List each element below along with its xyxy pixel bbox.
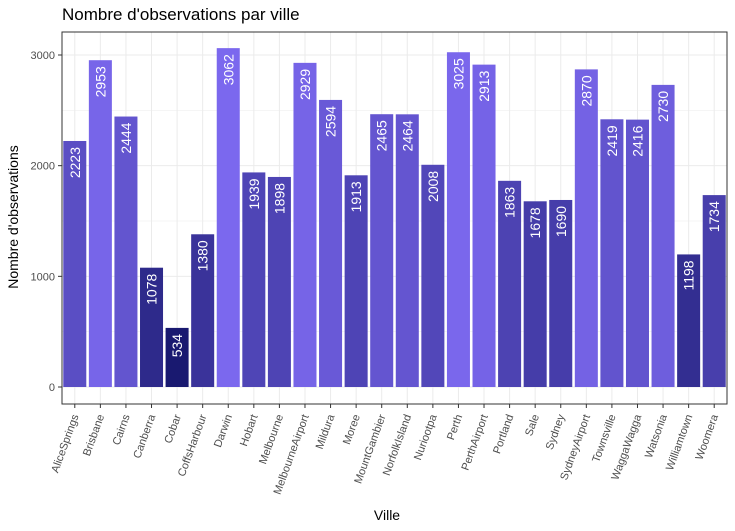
x-tick-label-Portland: Portland (491, 413, 516, 456)
bar-NorfolkIsland (395, 114, 419, 388)
data-label-Brisbane: 2953 (92, 66, 108, 97)
bar-Canberra (140, 267, 164, 387)
bar-Williamtown (677, 254, 701, 387)
x-tick-label-PerthAirport: PerthAirport (459, 413, 490, 472)
data-label-Mildura: 2594 (323, 106, 339, 137)
bar-Portland (498, 180, 522, 387)
bar-PerthAirport (472, 64, 496, 388)
bars (63, 48, 726, 388)
x-axis-title: Ville (374, 507, 400, 523)
y-tick-label: 3000 (31, 50, 55, 62)
bar-SydneyAirport (574, 69, 598, 388)
x-tick-label-Canberra: Canberra (131, 412, 158, 460)
data-label-Canberra: 1078 (144, 273, 160, 304)
x-tick-label-Hobart: Hobart (238, 413, 261, 448)
data-label-Portland: 1863 (502, 187, 518, 218)
bar-Woomera (702, 195, 726, 387)
data-label-Moree: 1913 (348, 181, 364, 212)
x-tick-label-Watsonia: Watsonia (643, 412, 670, 460)
bar-AliceSprings (63, 140, 87, 387)
bar-MelbourneAirport (293, 62, 317, 388)
y-tick-label: 2000 (31, 161, 55, 173)
bar-Sydney (549, 199, 573, 387)
data-label-MountGambier: 2465 (374, 120, 390, 151)
bar-Melbourne (267, 176, 291, 387)
x-tick-label-Melbourne: Melbourne (257, 413, 286, 466)
x-tick-label-Moree: Moree (341, 413, 363, 446)
bar-Darwin (216, 48, 240, 387)
data-label-PerthAirport: 2913 (476, 70, 492, 101)
data-label-SydneyAirport: 2870 (578, 75, 594, 106)
data-label-Cobar: 534 (169, 334, 185, 358)
bar-Moree (344, 175, 368, 387)
x-tick-label-Townsville: Townsville (590, 413, 618, 464)
x-tick-label-Williamtown: Williamtown (664, 413, 695, 472)
bar-Perth (446, 52, 470, 387)
data-label-MelbourneAirport: 2929 (297, 69, 313, 100)
bar-WaggaWagga (625, 119, 649, 387)
x-tick-label-Nuriootpa: Nuriootpa (412, 412, 440, 462)
bar-CoffsHarbour (191, 234, 215, 387)
bar-Cairns (114, 116, 138, 387)
y-axis: 0 1000 2000 3000 (31, 50, 62, 394)
data-label-Sale: 1678 (527, 207, 543, 238)
x-tick-label-Mildura: Mildura (314, 412, 338, 451)
x-tick-label-Darwin: Darwin (212, 413, 235, 449)
x-tick-label-Brisbane: Brisbane (81, 413, 107, 458)
plot-border (61, 31, 728, 405)
x-tick-label-Perth: Perth (445, 413, 465, 442)
data-label-Townsville: 2419 (604, 125, 620, 156)
x-tick-label-Sydney: Sydney (544, 412, 568, 451)
bar-Brisbane (88, 60, 112, 388)
bar-Townsville (600, 119, 624, 387)
chart-title: Nombre d'observations par ville (62, 5, 300, 24)
data-label-Watsonia: 2730 (655, 91, 671, 122)
data-label-Hobart: 1939 (246, 178, 262, 209)
data-label-Perth: 3025 (450, 58, 466, 89)
y-tick-label: 0 (49, 382, 55, 394)
data-label-NorfolkIsland: 2464 (399, 120, 415, 151)
data-label-Woomera: 1734 (706, 201, 722, 232)
bar-MountGambier (370, 114, 394, 387)
data-label-Nuriootpa: 2008 (425, 171, 441, 202)
bar-Nuriootpa (421, 164, 445, 387)
x-tick-label-Cobar: Cobar (162, 413, 184, 446)
bar-Cobar (165, 327, 189, 387)
x-tick-label-Woomera: Woomera (694, 412, 722, 462)
data-label-Williamtown: 1198 (681, 260, 697, 290)
x-tick-label-AliceSprings: AliceSprings (49, 412, 81, 474)
data-label-Cairns: 2444 (118, 122, 134, 153)
bar-Watsonia (651, 84, 675, 387)
data-label-WaggaWagga: 2416 (629, 125, 645, 156)
bar-Hobart (242, 172, 266, 387)
y-axis-title: Nombre d'observations (5, 145, 21, 289)
data-label-Darwin: 3062 (220, 54, 236, 85)
data-label-Sydney: 1690 (553, 206, 569, 237)
x-tick-label-Cairns: Cairns (111, 412, 133, 446)
bar-Sale (523, 201, 547, 387)
y-tick-label: 1000 (31, 271, 55, 283)
x-tick-label-Sale: Sale (523, 413, 542, 438)
bar-Mildura (319, 99, 343, 387)
data-label-Melbourne: 1898 (271, 183, 287, 214)
data-label-CoffsHarbour: 1380 (195, 240, 211, 271)
data-labels: 2223 2953 2444 1078 534 1380 3062 1939 1898 2929 2… (67, 54, 722, 357)
data-label-AliceSprings: 2223 (67, 147, 83, 178)
